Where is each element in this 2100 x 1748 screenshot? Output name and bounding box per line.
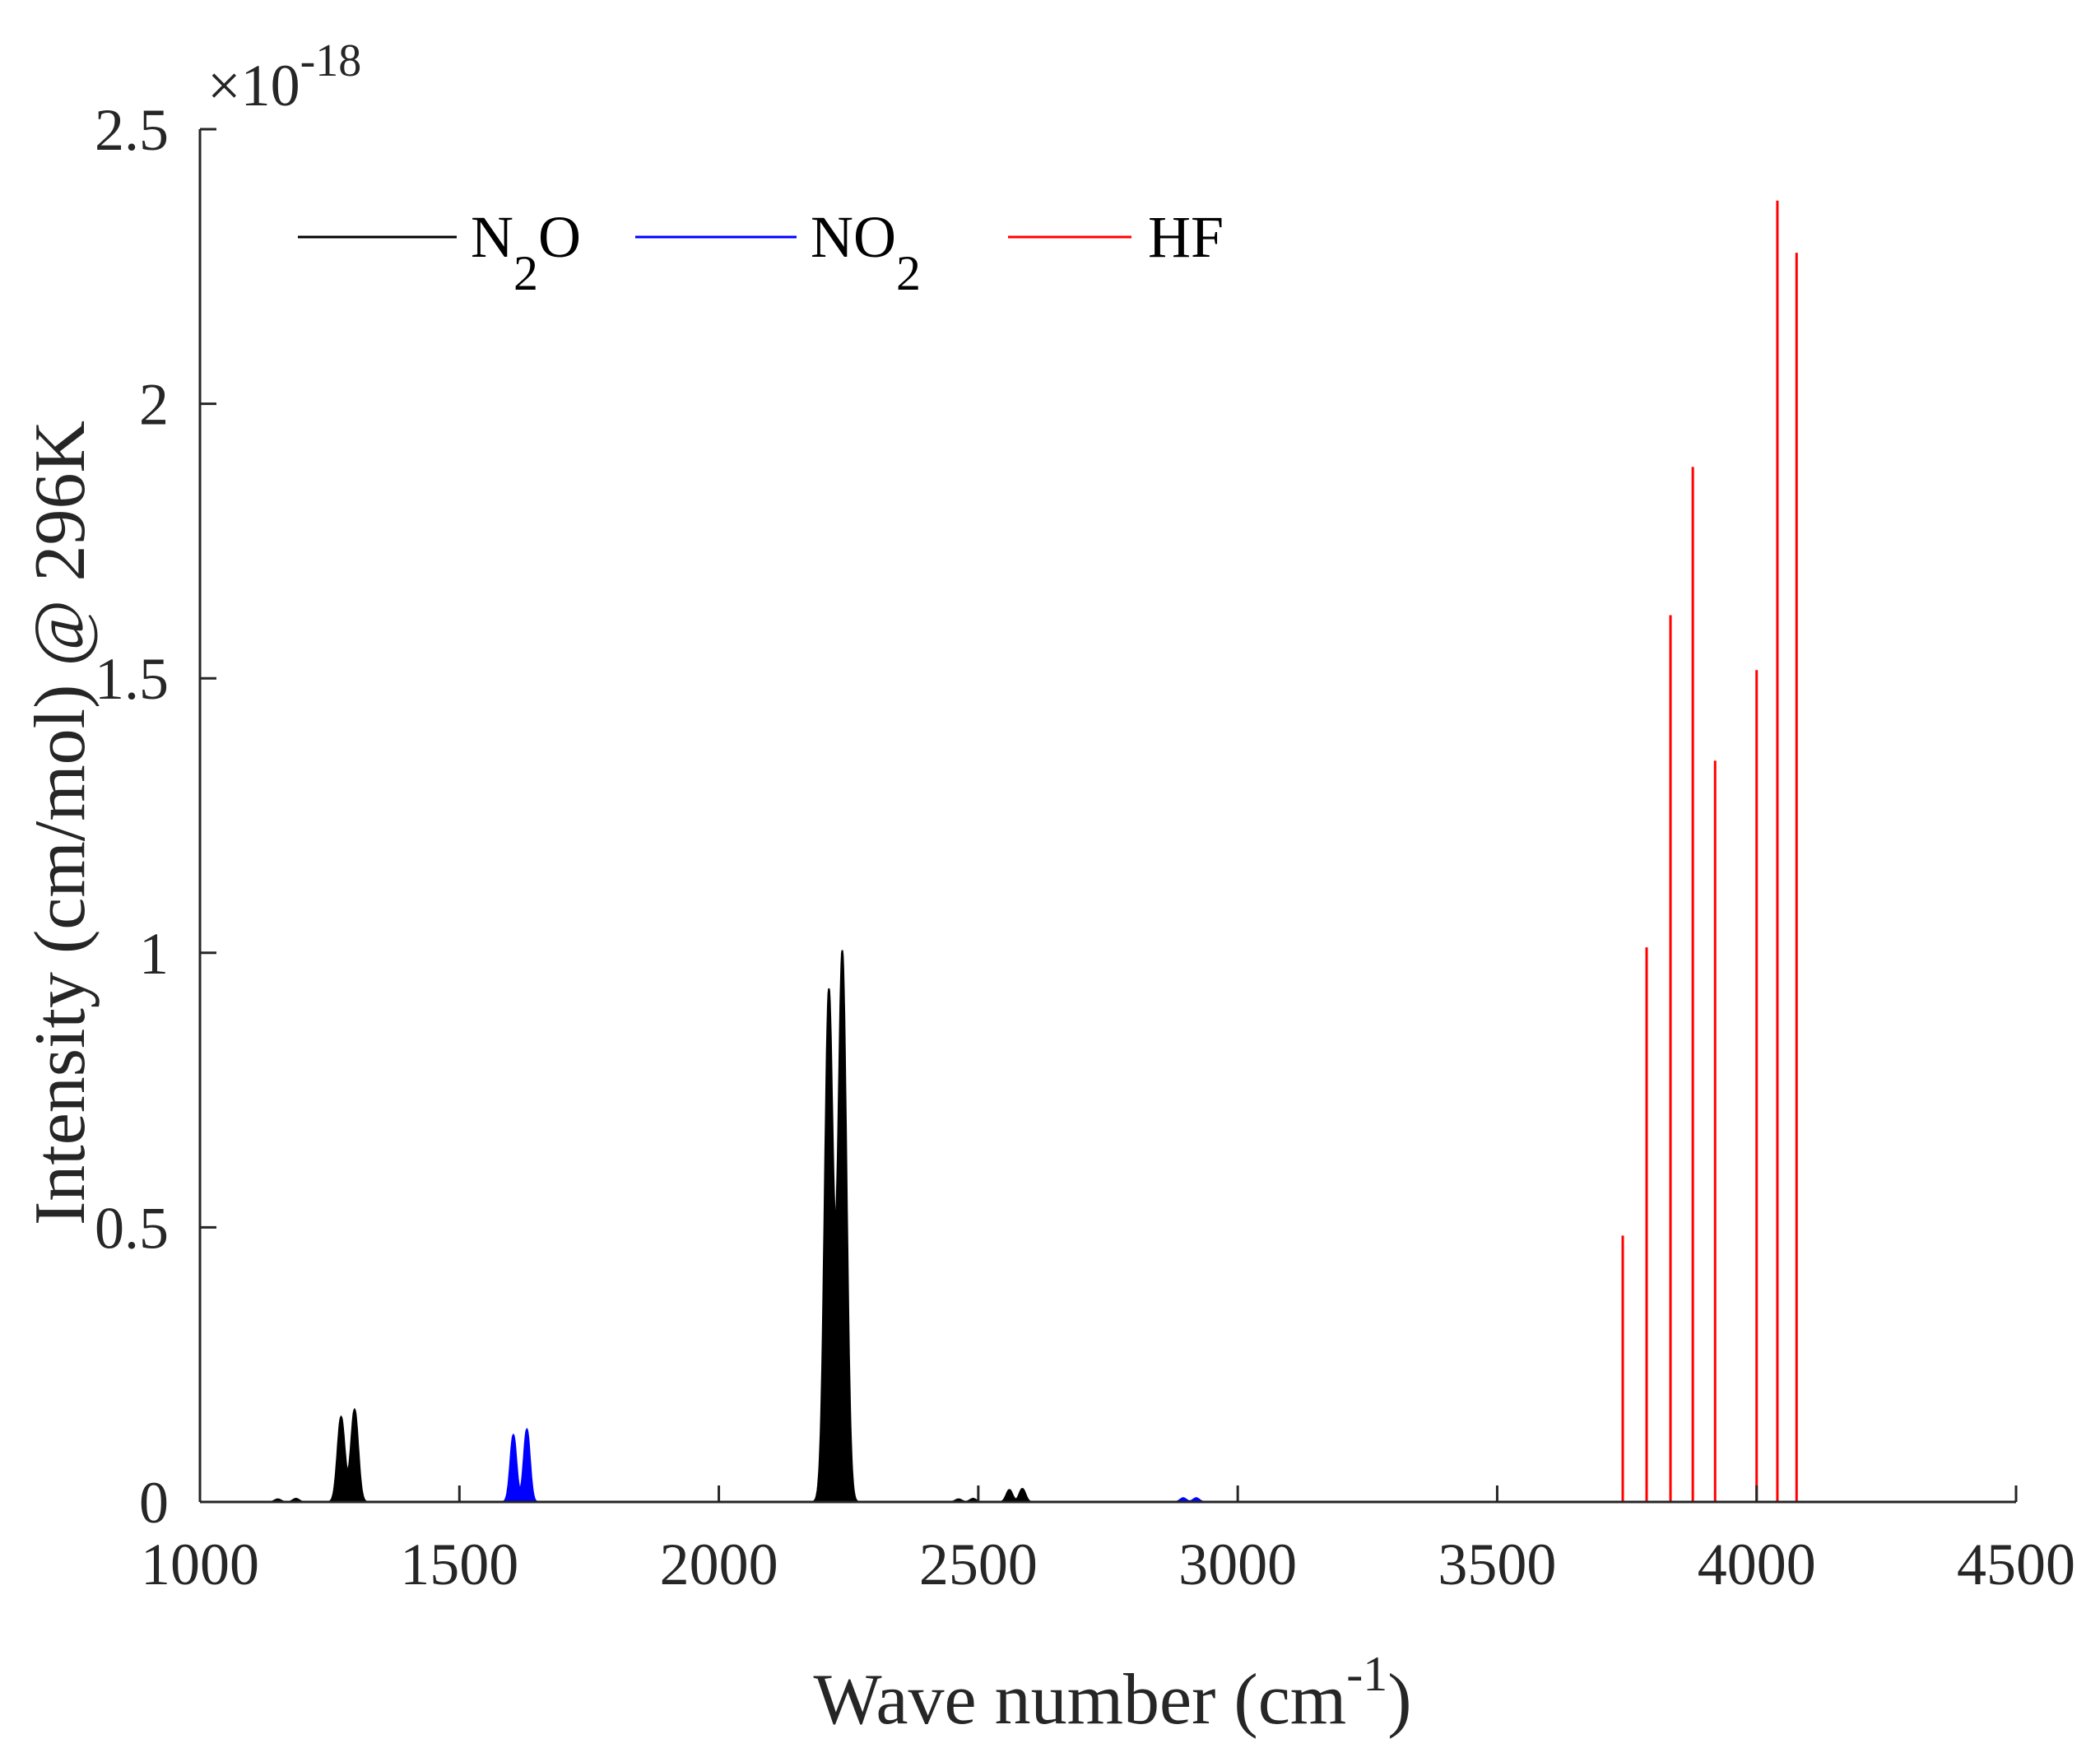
axes: 1000 1500 2000 2500 3000 3500 4000 4500 0 0.5 1 1.… (95, 97, 2075, 1597)
y-tick-label: 2 (139, 372, 169, 438)
y-tick-label: 0 (139, 1470, 169, 1536)
x-tick-label: 2500 (919, 1532, 1038, 1597)
x-axis-ticks: 1000 1500 2000 2500 3000 3500 4000 4500 (141, 1485, 2075, 1597)
x-axis-label: Wave number (cm-1) (813, 1647, 1411, 1740)
x-tick-label: 1500 (400, 1532, 518, 1597)
legend-label-hf: HF (1148, 204, 1224, 270)
plot-area (200, 200, 1798, 1503)
x-tick-label: 2000 (660, 1532, 778, 1597)
x-tick-label: 3500 (1438, 1532, 1556, 1597)
y-tick-label: 1 (139, 921, 169, 987)
y-axis-label: Intensity (cm/mol) @ 296K (21, 421, 100, 1225)
x-tick-label: 3000 (1178, 1532, 1297, 1597)
legend: N2O NO2 HF (298, 204, 1224, 300)
x-tick-label: 4000 (1698, 1532, 1816, 1597)
x-tick-label: 1000 (141, 1532, 259, 1597)
n2o-series-band (200, 950, 1238, 1503)
y-tick-label: 0.5 (95, 1195, 169, 1261)
legend-label-no2: NO2 (811, 204, 921, 300)
y-tick-label: 2.5 (95, 97, 169, 163)
legend-label-n2o: N2O (471, 204, 581, 300)
y-axis-exponent-label: ×10-18 (207, 35, 361, 119)
y-axis-ticks: 0 0.5 1 1.5 2 2.5 (95, 97, 216, 1536)
y-tick-label: 1.5 (95, 646, 169, 712)
x-tick-label: 4500 (1957, 1532, 2075, 1597)
